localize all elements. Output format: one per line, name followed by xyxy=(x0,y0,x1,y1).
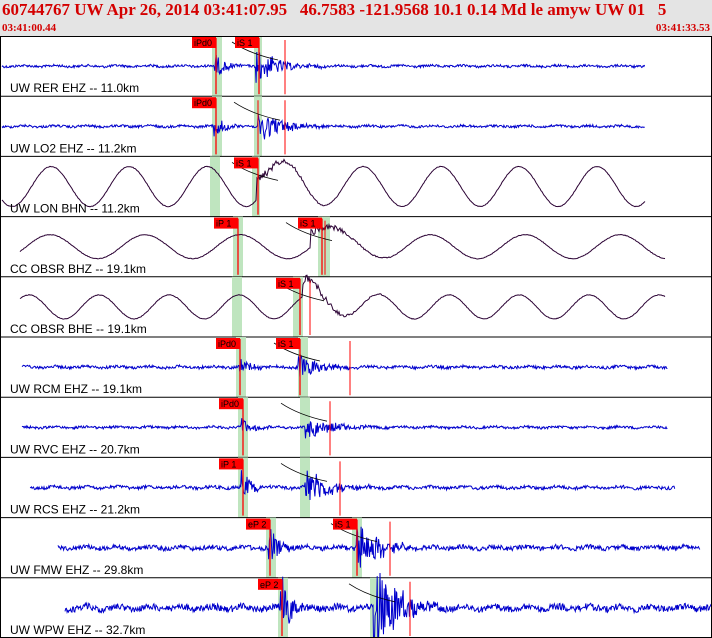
pick-label-bg[interactable] xyxy=(333,518,357,530)
phase-window xyxy=(252,156,260,217)
station-label: UW FMW EHZ -- 29.8km xyxy=(10,563,143,577)
pick-label-bg[interactable] xyxy=(298,217,322,229)
trace-row[interactable]: eP 2 iS 1 UW FMW EHZ -- 29.8km xyxy=(0,517,712,579)
pick-label-bg[interactable] xyxy=(219,458,243,470)
pick-label-bg[interactable] xyxy=(192,37,216,48)
start-time: 03:41:00.44 xyxy=(2,22,57,34)
phase-window xyxy=(318,216,330,277)
pick-label[interactable]: iS 1 xyxy=(278,279,294,289)
end-time: 03:41:33.53 xyxy=(655,22,710,34)
pick-label[interactable]: iP 1 xyxy=(216,219,231,229)
travel-time-curve xyxy=(348,583,396,603)
waveform xyxy=(19,274,666,320)
pick-label-bg[interactable] xyxy=(219,398,243,410)
travel-time-curve xyxy=(233,101,281,121)
waveform xyxy=(1,158,646,208)
station-label: UW LO2 EHZ -- 11.2km xyxy=(10,141,136,155)
waveform xyxy=(21,418,668,439)
trace-row[interactable]: iPd0 iS 1 UW RER EHZ -- 11.0km xyxy=(0,36,712,97)
phase-window xyxy=(210,156,220,217)
station-label: UW RCS EHZ -- 21.2km xyxy=(10,503,140,517)
pick-label[interactable]: iS 1 xyxy=(237,38,253,48)
phase-window xyxy=(212,96,222,157)
station-label: UW RER EHZ -- 11.0km xyxy=(10,81,139,95)
pick-label[interactable]: iP 1 xyxy=(221,459,236,469)
trace-row[interactable]: iP 1 UW RCS EHZ -- 21.2km xyxy=(0,457,712,519)
waveform xyxy=(21,353,668,377)
seismogram-panel[interactable]: iPd0 iS 1 UW RER EHZ -- 11.0km iPd0 UW LO2 E… xyxy=(0,36,712,638)
pick-label[interactable]: iS 1 xyxy=(278,339,294,349)
phase-window xyxy=(266,517,276,578)
waveform xyxy=(1,114,645,140)
station-label: UW LON BHN -- 11.2km xyxy=(10,202,140,216)
pick-label[interactable]: eP 2 xyxy=(248,520,266,530)
trace-row[interactable]: iPd0 iS 1 UW RCM EHZ -- 19.1km xyxy=(0,337,712,398)
trace-row[interactable]: iS 1 UW LON BHN -- 11.2km xyxy=(0,156,712,218)
station-label: UW RCM EHZ -- 19.1km xyxy=(10,382,142,396)
pick-label-bg[interactable] xyxy=(216,338,240,349)
pick-label[interactable]: iS 1 xyxy=(335,520,351,530)
phase-window xyxy=(293,276,303,337)
pick-label[interactable]: iPd0 xyxy=(194,38,212,48)
travel-time-curve xyxy=(285,222,333,241)
travel-time-curve xyxy=(280,463,328,482)
trace-row[interactable]: iPd0 UW RVC EHZ -- 20.7km xyxy=(0,397,712,458)
waveform xyxy=(29,470,676,501)
pick-label-bg[interactable] xyxy=(192,97,216,109)
pick-label[interactable]: iPd0 xyxy=(218,339,236,349)
pick-label[interactable]: eP 2 xyxy=(260,580,278,590)
pick-label-bg[interactable] xyxy=(276,277,300,289)
station-label: CC OBSR BHE -- 19.1km xyxy=(10,322,147,336)
pick-label[interactable]: iS 1 xyxy=(236,158,252,168)
waveform xyxy=(57,526,701,568)
trace-row[interactable]: iP 1 iS 1 CC OBSR BHZ -- 19.1km xyxy=(0,216,712,278)
pick-label-bg[interactable] xyxy=(258,578,282,590)
waveform xyxy=(1,51,646,83)
event-title: 60744767 UW Apr 26, 2014 03:41:07.95 46.… xyxy=(2,0,667,19)
pick-label[interactable]: iPd0 xyxy=(194,98,212,108)
pick-label-bg[interactable] xyxy=(234,157,258,169)
header-bar: 60744767 UW Apr 26, 2014 03:41:07.95 46.… xyxy=(0,0,712,36)
pick-label-bg[interactable] xyxy=(276,338,300,349)
station-label: CC OBSR BHZ -- 19.1km xyxy=(10,262,146,276)
trace-row[interactable]: eP 2 UW WPW EHZ -- 32.7km xyxy=(0,572,712,638)
trace-row[interactable]: iPd0 UW LO2 EHZ -- 11.2km xyxy=(0,96,712,157)
waveform xyxy=(19,222,666,260)
pick-label[interactable]: iS 1 xyxy=(300,219,316,229)
travel-time-curve xyxy=(280,402,328,422)
pick-label-bg[interactable] xyxy=(214,217,238,229)
phase-window xyxy=(370,577,380,638)
station-label: UW RVC EHZ -- 20.7km xyxy=(10,442,140,456)
pick-label-bg[interactable] xyxy=(246,518,270,530)
phase-window xyxy=(232,276,242,337)
pick-label[interactable]: iPd0 xyxy=(221,399,239,409)
waveform xyxy=(64,572,712,638)
station-label: UW WPW EHZ -- 32.7km xyxy=(10,623,145,637)
trace-row[interactable]: iS 1 CC OBSR BHE -- 19.1km xyxy=(0,274,712,338)
pick-label-bg[interactable] xyxy=(235,37,259,48)
